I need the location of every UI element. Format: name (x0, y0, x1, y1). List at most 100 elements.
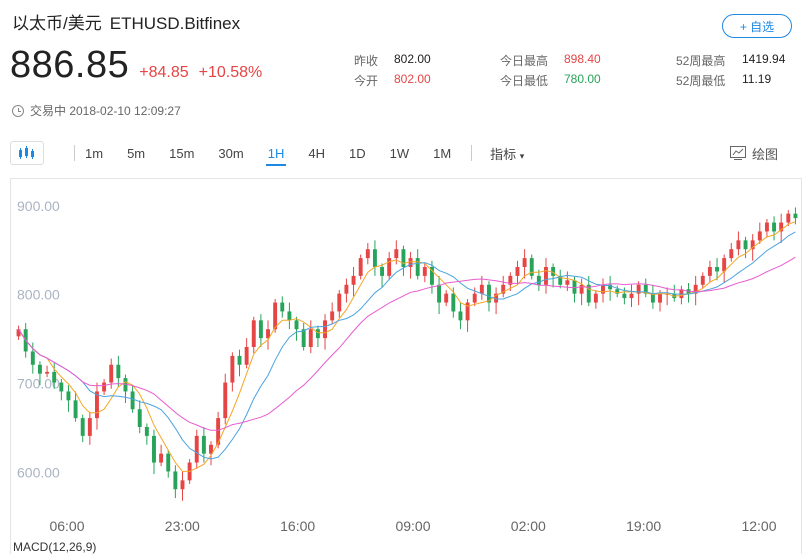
candle-body (408, 258, 413, 267)
interval-tab-1m[interactable]: 1M (433, 145, 452, 161)
candle-body (237, 355, 242, 365)
candle-body (308, 329, 313, 347)
stat-label: 昨收 (354, 54, 379, 68)
stat-label: 今日最低 (500, 74, 549, 88)
status-text: 交易中 2018-02-10 12:09:27 (30, 104, 181, 118)
candle-body (529, 258, 534, 276)
stat-value: 1419.94 (742, 52, 786, 66)
candle-body (87, 418, 92, 436)
asset-symbol: ETHUSD.Bitfinex (109, 14, 241, 33)
candle-body (715, 267, 719, 272)
candle-body (629, 293, 634, 299)
chart-canvas[interactable]: 900.00 800.00 700.00 600.00 06:00 23:00 16:00 0… (11, 179, 803, 554)
candle-body (109, 364, 114, 383)
x-tick-label: 16:00 (280, 518, 315, 534)
price-chart[interactable]: 900.00 800.00 700.00 600.00 06:00 23:00 16:00 0… (10, 178, 802, 554)
candle-body (558, 275, 563, 285)
interval-tab-1d[interactable]: 1D (348, 145, 366, 161)
interval-tab-5m[interactable]: 5m (127, 145, 146, 161)
candle-body (593, 293, 598, 303)
y-tick-label: 900.00 (17, 198, 60, 214)
candle-body (451, 293, 456, 312)
candle-body (465, 302, 470, 321)
candle-body (508, 275, 513, 285)
interval-tab-1h[interactable]: 1H (265, 145, 286, 166)
stat-value: 11.19 (742, 72, 772, 86)
add-favorite-button[interactable]: + 自选 (722, 14, 792, 38)
x-tick-label: 06:00 (49, 518, 84, 534)
candle-body (786, 213, 791, 223)
interval-tab-4h[interactable]: 4H (308, 145, 325, 161)
candle-body (144, 427, 149, 436)
candle-body (387, 258, 392, 276)
ma20-line (18, 256, 796, 431)
interval-tab-30m[interactable]: 30m (218, 145, 244, 161)
caret-down-icon: ▾ (519, 150, 525, 161)
candle-body (515, 267, 520, 276)
drawing-icon (729, 146, 746, 160)
x-tick-label: 19:00 (626, 518, 661, 534)
x-tick-label: 23:00 (165, 518, 200, 534)
candle-body (572, 280, 577, 294)
candle-body (458, 311, 463, 321)
candle-body (130, 391, 135, 410)
divider (74, 145, 75, 161)
interval-tab-15m[interactable]: 15m (169, 145, 195, 161)
stat-prev-close: 昨收 802.00 (354, 52, 431, 69)
stat-52w-high: 52周最高 1419.94 (676, 52, 785, 69)
candle-body (522, 258, 527, 267)
candle-body (601, 284, 605, 294)
candle-body (736, 240, 741, 250)
stat-open: 今开 802.00 (354, 72, 431, 89)
stat-high: 今日最高 898.40 (500, 52, 601, 69)
candle-body (273, 302, 278, 330)
stat-low: 今日最低 780.00 (500, 72, 601, 89)
candle-body (323, 320, 327, 339)
candle-body (544, 267, 548, 285)
candle-body (422, 267, 427, 276)
candle-body (415, 258, 420, 276)
candle-body (294, 320, 299, 330)
stat-label: 52周最低 (676, 74, 726, 88)
draw-button[interactable]: 绘图 (729, 144, 778, 163)
candle-body (173, 471, 178, 490)
x-tick-label: 12:00 (741, 518, 776, 534)
candle-body (223, 382, 228, 419)
candle-body (244, 347, 249, 365)
candle-body (565, 280, 570, 285)
ma5-line (18, 221, 796, 472)
candle-body (622, 293, 627, 299)
candle-body (287, 311, 292, 321)
stat-52w-low: 52周最低 11.19 (676, 72, 771, 89)
chart-type-button[interactable] (10, 141, 44, 165)
x-tick-label: 09:00 (395, 518, 430, 534)
candle-body (216, 418, 221, 445)
draw-label: 绘图 (751, 146, 778, 162)
candle-body (437, 284, 442, 303)
interval-tab-1w[interactable]: 1W (389, 145, 410, 161)
candle-body (80, 418, 85, 436)
candle-body (372, 249, 377, 267)
candle-body (95, 391, 99, 419)
candle-body (116, 364, 121, 379)
indicator-label: 指标 (490, 146, 517, 162)
macd-label: MACD(12,26,9) (13, 540, 96, 554)
candle-body (45, 371, 50, 374)
candle-body (722, 258, 727, 272)
candle-body (194, 435, 199, 463)
stat-value: 802.00 (394, 52, 431, 66)
indicator-dropdown[interactable]: 指标 ▾ (490, 144, 524, 163)
candle-body (394, 249, 399, 259)
candle-body (779, 222, 784, 232)
candle-body (707, 267, 712, 276)
candle-body (251, 320, 256, 347)
interval-tab-1m[interactable]: 1m (85, 145, 104, 161)
candle-body (615, 289, 620, 294)
candle-body (330, 311, 335, 321)
candle-body (380, 267, 385, 276)
candle-body (479, 284, 484, 294)
candle-body (152, 435, 156, 463)
stat-label: 今开 (354, 74, 379, 88)
candle-body (102, 382, 107, 392)
interval-tabs: 1m 5m 15m 30m 1H 4H 1D 1W 1M (85, 145, 475, 166)
